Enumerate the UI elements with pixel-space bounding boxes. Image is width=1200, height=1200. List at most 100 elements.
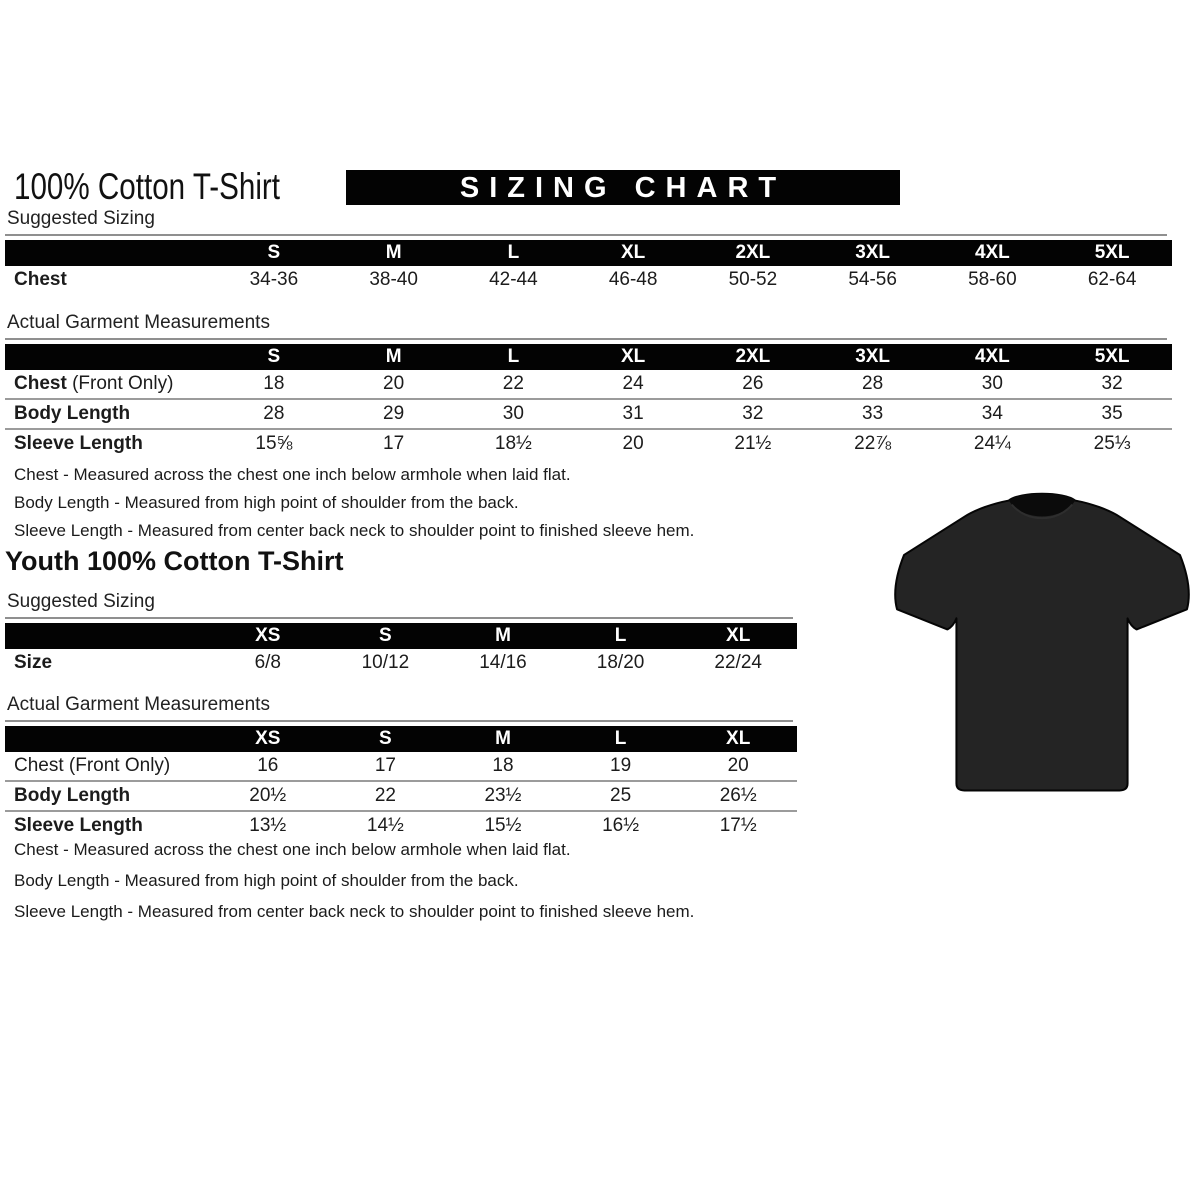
value-cell: 54-56 — [812, 266, 933, 294]
size-column-header: S — [326, 623, 445, 649]
measurement-row: Chest 34-36 38-40 42-44 46-48 50-52 54-56 58-60… — [5, 266, 1172, 294]
value-cell: 42-44 — [453, 266, 574, 294]
value-cell: 15½ — [444, 810, 562, 840]
value-cell: 18½ — [453, 428, 574, 458]
value-cell: 29 — [333, 398, 454, 429]
size-column-header: 4XL — [932, 240, 1053, 266]
measurement-row: Size 6/8 10/12 14/16 18/20 22/24 — [5, 649, 797, 677]
header-corner-cell — [5, 623, 209, 649]
body-length-note: Body Length - Measured from high point o… — [14, 493, 519, 512]
actual-garment-measurements-label: Actual Garment Measurements — [5, 312, 1167, 340]
size-column-header: L — [453, 344, 574, 370]
size-column-header: M — [444, 623, 562, 649]
row-label: Chest — [5, 266, 214, 294]
size-column-header: S — [326, 726, 445, 752]
header-corner-cell — [5, 344, 214, 370]
size-column-header: XL — [573, 344, 693, 370]
header-corner-cell — [5, 240, 214, 266]
measurement-row: Body Length 20½ 22 23½ 25 26½ — [5, 780, 797, 811]
measurement-row: Chest (Front Only) 18 20 22 24 26 28 30 32 — [5, 370, 1172, 399]
value-cell: 25 — [561, 780, 680, 811]
value-cell: 6/8 — [209, 649, 327, 677]
row-label: Size — [5, 649, 209, 677]
youth-garment-measurements-table: XS S M L XL Chest (Front Only) 16 17 18 19 20 Body … — [5, 726, 797, 840]
youth-suggested-sizing-table: XS S M L XL Size 6/8 10/12 14/16 18/20 22/24 — [5, 623, 797, 677]
value-cell: 19 — [561, 752, 680, 781]
value-cell: 26½ — [679, 780, 797, 811]
value-cell: 20 — [333, 370, 454, 399]
size-column-header: 2XL — [693, 240, 813, 266]
value-cell: 31 — [573, 398, 693, 429]
size-column-header: XL — [679, 726, 797, 752]
value-cell: 16 — [209, 752, 327, 781]
size-column-header: 5XL — [1052, 240, 1172, 266]
size-column-header: S — [214, 240, 334, 266]
value-cell: 38-40 — [333, 266, 454, 294]
size-column-header: XS — [209, 623, 327, 649]
value-cell: 18/20 — [561, 649, 680, 677]
value-cell: 22⅞ — [812, 428, 933, 458]
row-label: Chest (Front Only) — [5, 370, 214, 399]
size-column-header: XL — [573, 240, 693, 266]
value-cell: 25⅓ — [1052, 428, 1172, 458]
value-cell: 28 — [812, 370, 933, 399]
size-header-row: S M L XL 2XL 3XL 4XL 5XL — [5, 240, 1172, 266]
size-column-header: M — [333, 344, 454, 370]
adult-garment-measurements-table: S M L XL 2XL 3XL 4XL 5XL Chest (Front Only) 18 20 2… — [5, 344, 1172, 458]
value-cell: 22/24 — [679, 649, 797, 677]
size-column-header: L — [561, 623, 680, 649]
black-tshirt-image — [894, 492, 1190, 792]
tshirt-body-shape — [894, 492, 1190, 792]
youth-suggested-sizing-section: Suggested Sizing XS S M L XL Size 6/8 10/12 14/1… — [5, 591, 797, 677]
sizing-chart-banner: SIZING CHART — [346, 170, 900, 205]
size-column-header: 4XL — [932, 344, 1053, 370]
adult-suggested-sizing-table: S M L XL 2XL 3XL 4XL 5XL Chest 34-36 38-40 42-44 46-… — [5, 240, 1172, 294]
size-column-header: 3XL — [812, 344, 933, 370]
youth-sleeve-length-note: Sleeve Length - Measured from center bac… — [14, 902, 695, 921]
size-column-header: XS — [209, 726, 327, 752]
value-cell: 22 — [453, 370, 574, 399]
row-label: Chest (Front Only) — [5, 752, 209, 781]
value-cell: 16½ — [561, 810, 680, 840]
value-cell: 28 — [214, 398, 334, 429]
size-column-header: L — [453, 240, 574, 266]
size-column-header: S — [214, 344, 334, 370]
value-cell: 21½ — [693, 428, 813, 458]
measurement-row: Chest (Front Only) 16 17 18 19 20 — [5, 752, 797, 781]
row-label: Body Length — [5, 398, 214, 429]
row-label: Body Length — [5, 780, 209, 811]
youth-actual-garment-measurements-label: Actual Garment Measurements — [5, 694, 793, 722]
youth-section-title: Youth 100% Cotton T-Shirt — [5, 546, 344, 576]
value-cell: 33 — [812, 398, 933, 429]
youth-body-length-note: Body Length - Measured from high point o… — [14, 871, 519, 890]
size-header-row: S M L XL 2XL 3XL 4XL 5XL — [5, 344, 1172, 370]
value-cell: 62-64 — [1052, 266, 1172, 294]
youth-chest-note: Chest - Measured across the chest one in… — [14, 840, 571, 859]
size-column-header: 5XL — [1052, 344, 1172, 370]
value-cell: 23½ — [444, 780, 562, 811]
tshirt-collar-shape — [1008, 493, 1076, 517]
row-label: Sleeve Length — [5, 428, 214, 458]
size-column-header: XL — [679, 623, 797, 649]
value-cell: 18 — [444, 752, 562, 781]
size-column-header: M — [444, 726, 562, 752]
value-cell: 17½ — [679, 810, 797, 840]
suggested-sizing-label: Suggested Sizing — [5, 208, 1167, 236]
value-cell: 58-60 — [932, 266, 1053, 294]
value-cell: 50-52 — [693, 266, 813, 294]
measurement-row: Sleeve Length 13½ 14½ 15½ 16½ 17½ — [5, 810, 797, 840]
row-label: Sleeve Length — [5, 810, 209, 840]
value-cell: 24¼ — [932, 428, 1053, 458]
value-cell: 17 — [326, 752, 445, 781]
size-column-header: M — [333, 240, 454, 266]
page-title: 100% Cotton T-Shirt — [14, 166, 280, 207]
value-cell: 26 — [693, 370, 813, 399]
youth-measurement-notes: Chest - Measured across the chest one in… — [14, 840, 694, 933]
sleeve-length-note: Sleeve Length - Measured from center bac… — [14, 521, 695, 540]
size-column-header: L — [561, 726, 680, 752]
measurement-row: Sleeve Length 15⅝ 17 18½ 20 21½ 22⅞ 24¼ 25⅓ — [5, 428, 1172, 458]
value-cell: 15⅝ — [214, 428, 334, 458]
value-cell: 32 — [693, 398, 813, 429]
value-cell: 13½ — [209, 810, 327, 840]
size-header-row: XS S M L XL — [5, 623, 797, 649]
